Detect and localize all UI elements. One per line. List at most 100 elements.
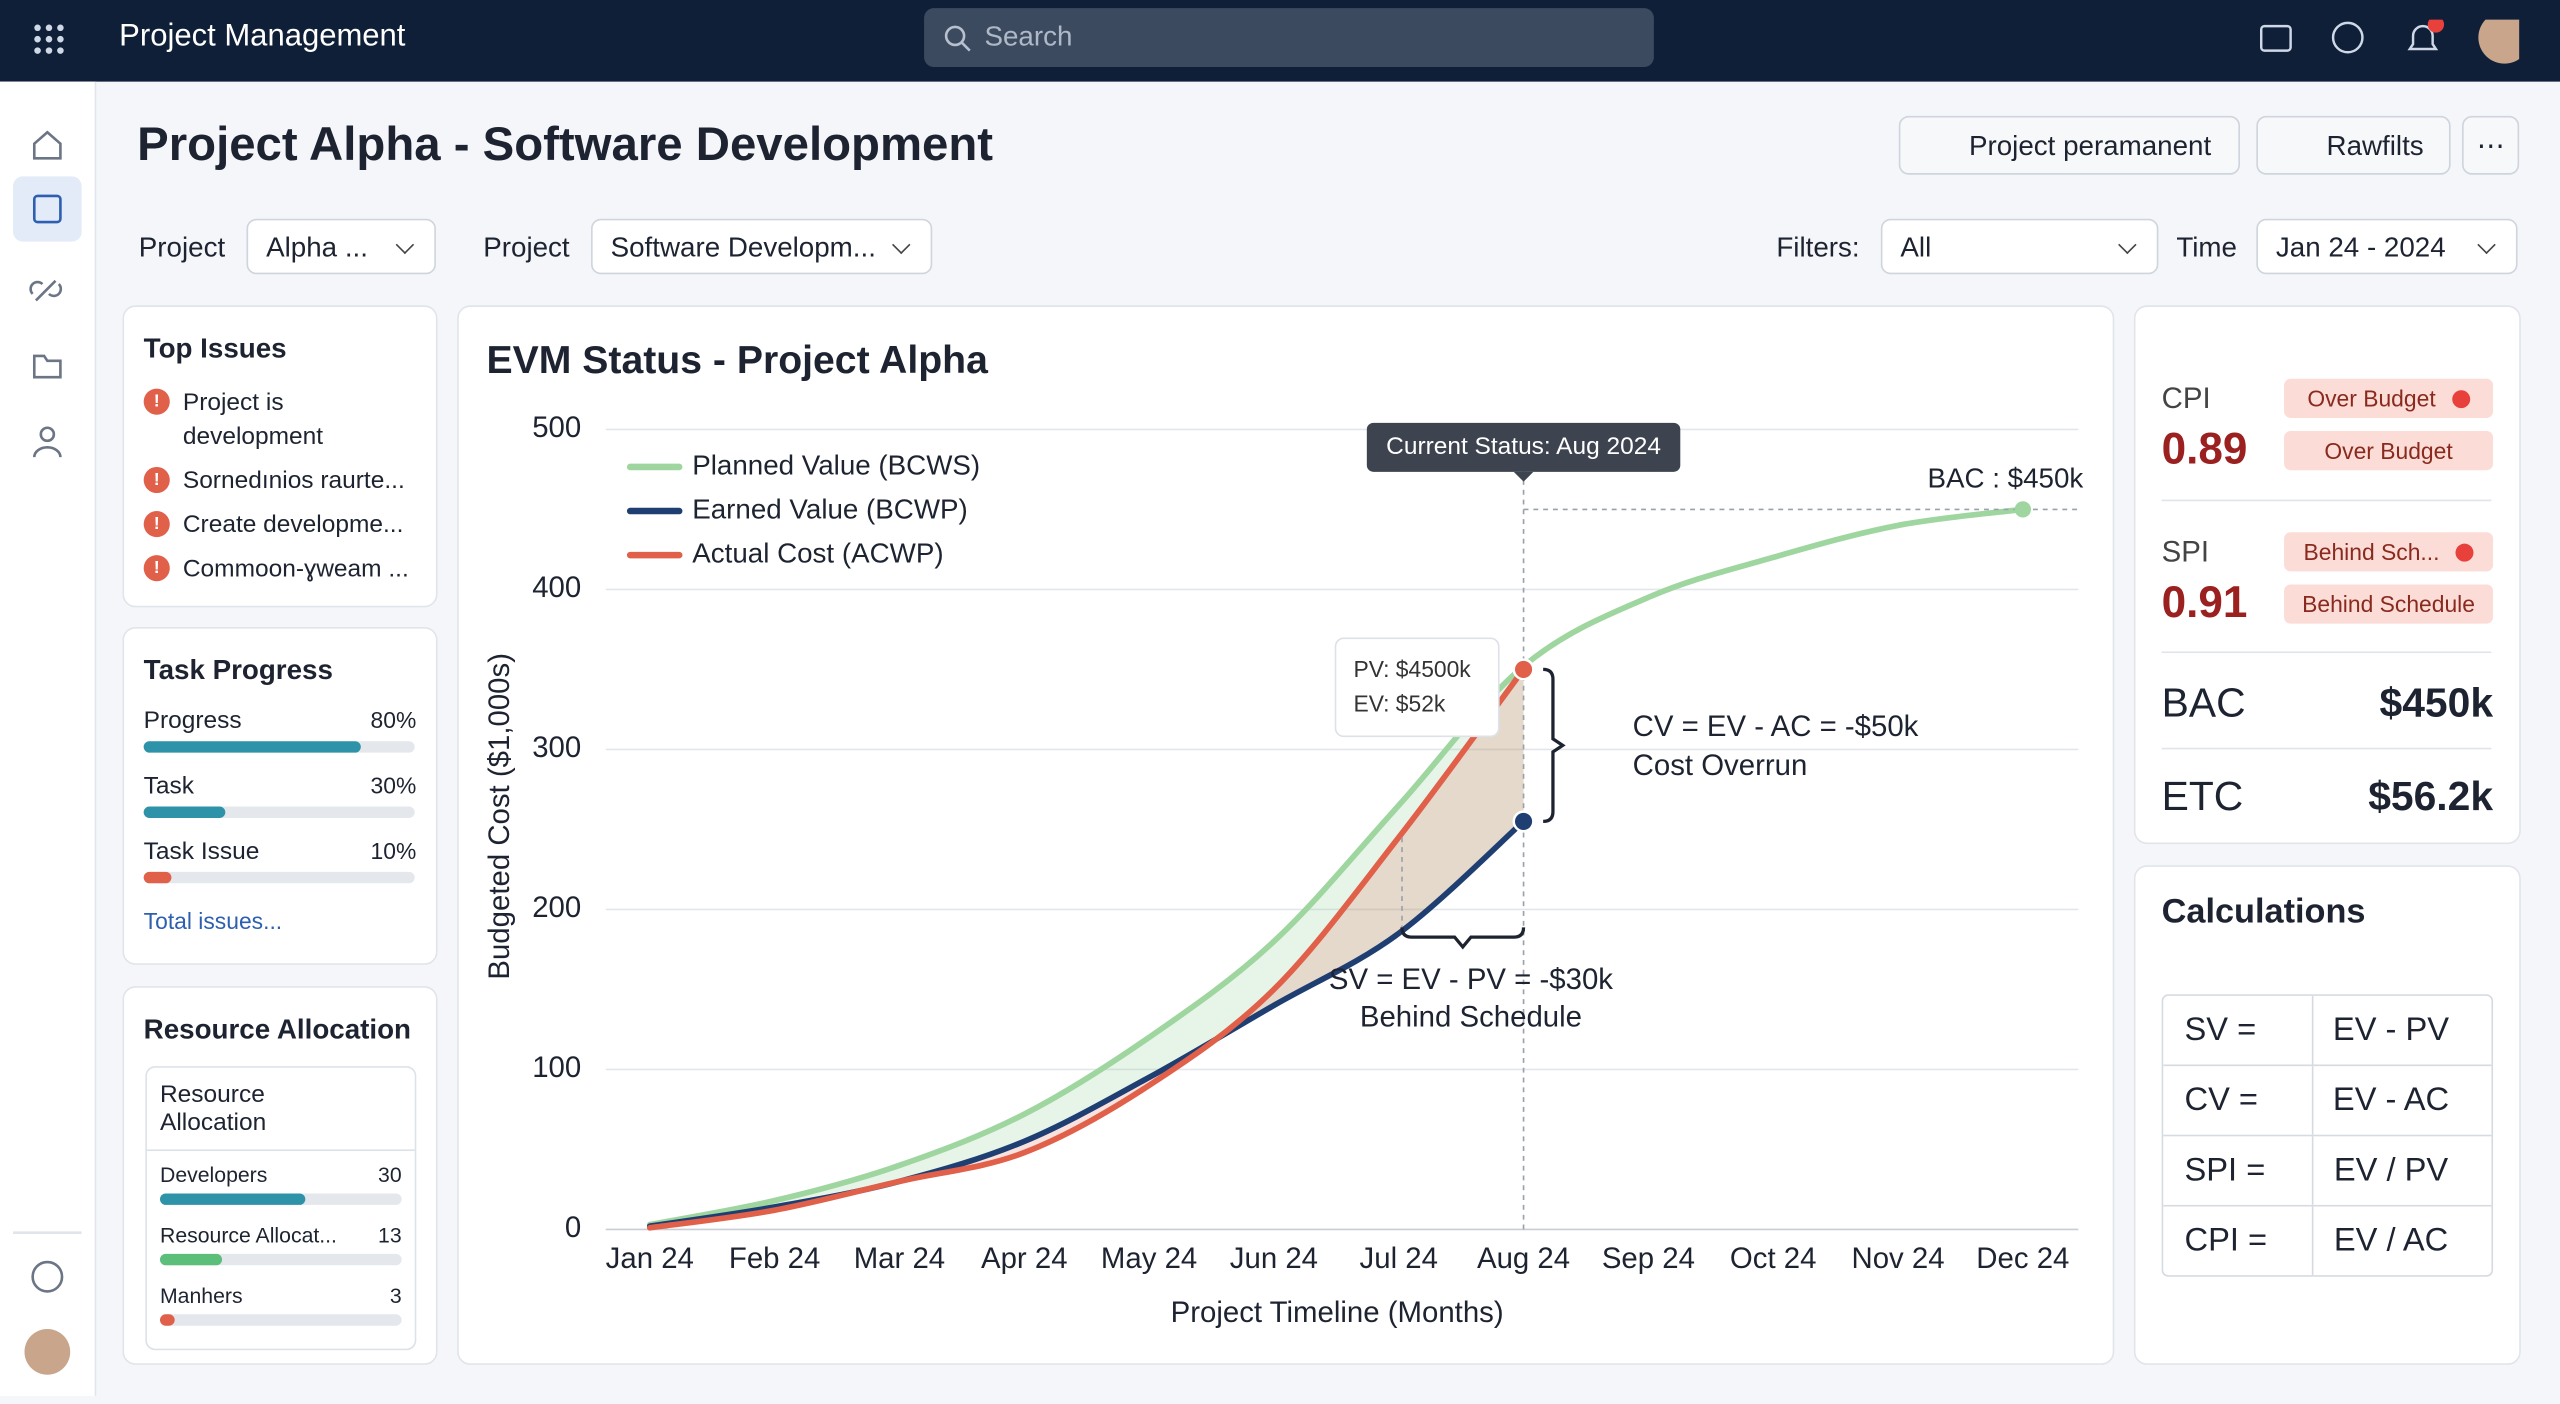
- progress-track: [143, 871, 415, 884]
- sv-text: SV = EV - PV = -$30k: [1329, 963, 1613, 996]
- resource-name: Resource Allocat...: [159, 1222, 337, 1248]
- calc-cell: EV / PV: [2333, 1152, 2449, 1189]
- legend-label: Actual Cost (ACWP): [692, 537, 943, 568]
- issue-icon: !: [143, 555, 170, 582]
- task-name: Progress: [143, 706, 242, 735]
- point: [2014, 501, 2032, 518]
- y-tick-label: 100: [532, 1051, 581, 1084]
- calc-row: CPI = EV / AC: [2163, 1204, 2492, 1276]
- calc-cell: CV =: [2163, 1066, 2314, 1135]
- sidebar-icons: [13, 130, 82, 1375]
- bell-icon[interactable]: [2407, 24, 2439, 51]
- x-tick-label: Feb 24: [729, 1242, 820, 1275]
- calc-cell: SV =: [2163, 995, 2314, 1065]
- more-button[interactable]: ⋯: [2462, 115, 2520, 175]
- calc-cell: EV - AC: [2332, 1082, 2450, 1119]
- folder-icon[interactable]: [32, 354, 62, 379]
- task-progress-card: Task Progress Total issues... Progress 80…: [122, 626, 438, 965]
- progress-bar: [143, 806, 225, 818]
- dropdown[interactable]: Resource Allocation: [159, 1080, 267, 1137]
- resource-track: [159, 1314, 402, 1326]
- badge: Behind Sch...: [2284, 532, 2494, 572]
- calc-row: SPI = EV / PV: [2163, 1134, 2492, 1205]
- badge-text: Over Budget: [2307, 385, 2436, 412]
- dropdown[interactable]: Software Developm...: [591, 218, 933, 275]
- progress-bar: [143, 871, 171, 884]
- sv-text: Behind Schedule: [1360, 1001, 1582, 1034]
- y-tick-label: 500: [532, 411, 581, 444]
- resource-card: Resource Allocation Resource Allocation …: [122, 986, 438, 1365]
- divider: [2161, 499, 2492, 502]
- apps-icon[interactable]: [33, 23, 66, 56]
- divider: [2161, 651, 2492, 654]
- link[interactable]: Total issues...: [143, 907, 283, 934]
- card-title: Calculations: [2161, 893, 2366, 931]
- resource-box: Resource Allocation Developers 30 Resource…: [145, 1066, 417, 1351]
- filter-label: Project: [138, 231, 226, 263]
- badge: Over Budget: [2284, 431, 2494, 471]
- nav-active: [13, 176, 82, 242]
- metric-value: 0.91: [2161, 577, 2248, 627]
- dropdown[interactable]: All: [1880, 218, 2159, 275]
- filter-label: Project: [483, 231, 570, 263]
- issue-text: Project is development: [182, 388, 324, 451]
- projects-icon[interactable]: [32, 194, 62, 224]
- button[interactable]: Rawfilts: [2256, 115, 2451, 175]
- dropdown[interactable]: Jan 24 - 2024: [2256, 218, 2518, 275]
- button[interactable]: Project peramanent: [1898, 115, 2240, 175]
- metric-value: $56.2k: [2368, 773, 2494, 820]
- x-tick-label: Mar 24: [854, 1242, 945, 1275]
- badge-text: Behind Sch...: [2303, 538, 2440, 565]
- resource-bar: [159, 1193, 305, 1205]
- x-tick-label: Dec 24: [1976, 1242, 2069, 1275]
- y-tick-label: 200: [532, 891, 581, 924]
- calc-table: SV = EV - PV CV = EV - AC SPI = EV / PV CPI = E…: [2161, 994, 2494, 1277]
- chart: EVM Status - Project Alpha Budgeted Cost…: [483, 339, 2083, 1329]
- y-tick-label: 300: [532, 731, 581, 764]
- dropdown[interactable]: Alpha ...: [246, 218, 436, 275]
- inbox-icon[interactable]: [2259, 24, 2292, 52]
- task-name: Task: [143, 772, 195, 800]
- x-tick-label: Oct 24: [1730, 1242, 1817, 1275]
- calc-cell: SPI =: [2163, 1136, 2314, 1205]
- value-tooltip: [1334, 637, 1500, 738]
- tooltip-line: EV: $52k: [1353, 690, 1445, 716]
- x-tick-label: Jan 24: [606, 1242, 694, 1275]
- help-icon[interactable]: [2331, 21, 2364, 54]
- series-line: [646, 506, 2026, 1228]
- search-placeholder: Search: [984, 21, 1073, 53]
- status-text: Current Status: Aug 2024: [1386, 433, 1661, 460]
- x-tick-label: Aug 24: [1477, 1242, 1570, 1275]
- calc-cell: CPI =: [2163, 1206, 2314, 1276]
- team-icon[interactable]: [39, 426, 56, 443]
- x-tick-label: Nov 24: [1851, 1242, 1944, 1275]
- sv-bracket: [1400, 927, 1526, 950]
- y-axis-label: Budgeted Cost ($1,000s): [483, 653, 516, 980]
- chart-card: EVM Status - Project Alpha Budgeted Cost…: [457, 305, 2115, 1365]
- divider: [146, 1149, 415, 1152]
- calculations-card: Calculations SV = EV - PV CV = EV - AC SPI =…: [2133, 865, 2521, 1365]
- y-tick-label: 400: [532, 571, 581, 604]
- x-tick-label: Jul 24: [1360, 1242, 1438, 1275]
- avatar[interactable]: [24, 1328, 71, 1375]
- metric-label: CPI: [2161, 382, 2211, 415]
- home-icon[interactable]: [32, 130, 62, 160]
- help-icon[interactable]: [31, 1260, 64, 1293]
- top-bar: Project Management Search: [0, 0, 2560, 82]
- filter-label: Filters:: [1776, 231, 1860, 263]
- issue-text: Commoon-ɣweam ...: [182, 555, 409, 583]
- task-percent: 80%: [370, 706, 417, 734]
- badge: Behind Schedule: [2284, 584, 2494, 624]
- metric-label: ETC: [2161, 773, 2244, 820]
- link-icon[interactable]: [29, 279, 63, 302]
- cv-bracket: [1543, 667, 1566, 824]
- search-box[interactable]: Search: [924, 8, 1654, 67]
- calc-cell: EV / AC: [2333, 1222, 2449, 1259]
- issue-text: Create developme...: [182, 511, 404, 539]
- task-percent: 10%: [370, 837, 417, 864]
- avatar[interactable]: [2478, 19, 2520, 64]
- x-tick-label: Sep 24: [1602, 1242, 1695, 1275]
- issue-icon: !: [143, 388, 170, 415]
- resource-bar: [159, 1314, 175, 1326]
